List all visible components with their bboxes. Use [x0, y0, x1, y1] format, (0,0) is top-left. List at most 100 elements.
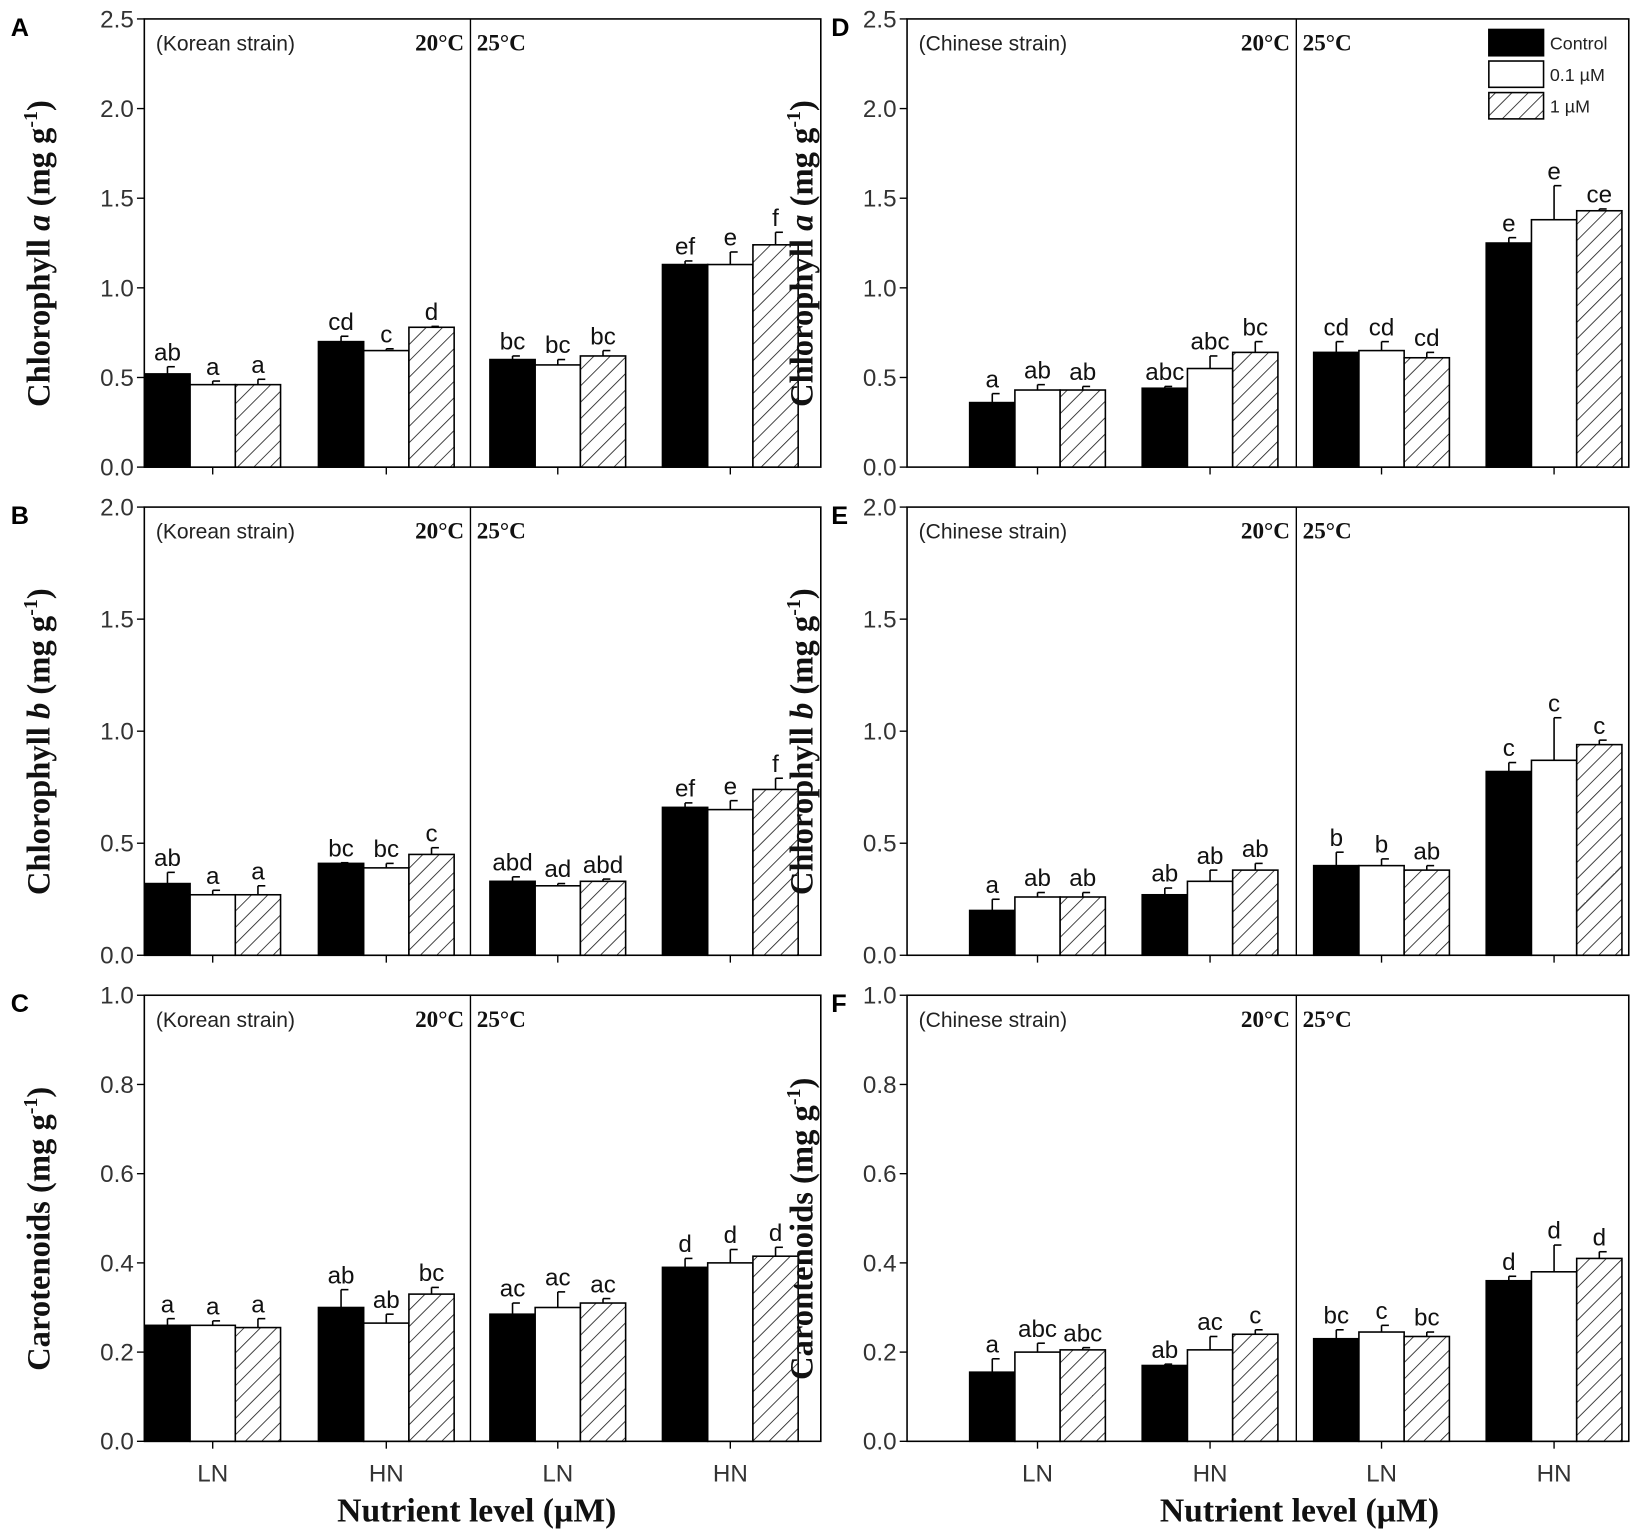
y-axis-title: Chlorophyll b (mg g-1)	[783, 588, 821, 895]
strain-label: (Korean strain)	[156, 1009, 295, 1032]
bar-1um	[579, 1302, 627, 1443]
significance-letter: c	[1548, 690, 1560, 717]
bar-0-1um	[1014, 1351, 1061, 1443]
bar-0-1um	[706, 1262, 754, 1443]
y-tick-label: 2.5	[100, 6, 134, 33]
bar-1um	[234, 893, 282, 957]
temp-label-20: 20°C	[1241, 30, 1290, 56]
bar-control	[661, 263, 709, 468]
panel-f: F 0.0 0.2 0.4 0.6 0.8 1.0 Carontenoids (mg g-1)…	[783, 983, 1630, 1487]
bar-0-1um	[534, 1306, 582, 1443]
y-tick-label: 2.5	[863, 6, 897, 33]
bar-1um	[408, 326, 455, 468]
significance-letter: abc	[1145, 359, 1184, 386]
significance-letter: e	[1547, 158, 1560, 185]
significance-letter: e	[724, 773, 737, 800]
bar-1um	[1231, 1333, 1279, 1443]
y-title-sup: -1	[20, 111, 42, 128]
x-tick-label: LN	[1022, 1460, 1053, 1487]
y-axis-title: Chlorophyll a (mg g-1)	[783, 100, 821, 407]
temp-label-20: 20°C	[415, 519, 464, 545]
significance-letter: cd	[1324, 314, 1350, 341]
significance-letter: ac	[545, 1265, 571, 1292]
significance-letter: d	[1502, 1249, 1515, 1276]
y-title-italic: b	[784, 695, 820, 719]
significance-letter: cd	[1414, 325, 1440, 352]
x-tick-label: LN	[542, 1460, 573, 1487]
bar-0-1um	[189, 893, 237, 957]
significance-letter: ef	[675, 234, 695, 261]
y-tick-label: 0.5	[863, 365, 897, 392]
temp-label-25: 25°C	[1303, 1007, 1352, 1033]
bar-control	[968, 401, 1016, 468]
bar-1um	[1059, 1349, 1107, 1443]
y-tick-label: 0.5	[100, 365, 134, 392]
significance-letter: bc	[419, 1260, 445, 1287]
bar-0-1um	[534, 364, 582, 468]
y-title-italic: b	[22, 695, 58, 719]
panel-e: E 0.0 0.5 1.0 1.5 2.0 Chlorophyll b (mg g-1) (C…	[783, 495, 1630, 970]
bar-0-1um	[1014, 896, 1061, 957]
y-tick-label: 2.0	[863, 96, 897, 123]
y-title-main: Chlorophyll	[784, 231, 820, 407]
x-tick-label: LN	[197, 1460, 228, 1487]
y-title-unit: (mg g	[784, 1105, 820, 1184]
strain-label: (Chinese strain)	[919, 521, 1067, 544]
bar-1um	[1403, 356, 1451, 468]
bar-control	[489, 358, 536, 468]
significance-letter: ef	[675, 776, 695, 803]
x-tick-label: LN	[1366, 1460, 1397, 1487]
bar-control	[144, 1324, 191, 1443]
bar-control	[1312, 1337, 1360, 1443]
y-tick-label: 1.0	[863, 275, 897, 302]
significance-letter: c	[1249, 1302, 1261, 1329]
significance-letter: abc	[1191, 329, 1230, 356]
y-tick-label: 0.8	[863, 1072, 897, 1099]
y-tick-label: 0.0	[100, 1429, 134, 1456]
legend-swatch	[1488, 91, 1545, 120]
panel-label: E	[831, 502, 848, 530]
bar-0-1um	[534, 885, 582, 957]
plot-frame	[143, 994, 822, 1443]
y-title-unit: (mg g	[784, 616, 820, 695]
bar-0-1um	[1358, 1331, 1405, 1443]
significance-letter: ab	[154, 339, 181, 366]
y-axis-title: Carontenoids (mg g-1)	[783, 1078, 821, 1380]
temp-label-20: 20°C	[415, 1007, 464, 1033]
bar-0-1um	[362, 867, 410, 957]
bar-control	[1141, 1364, 1189, 1443]
x-tick-label: HN	[713, 1460, 748, 1487]
significance-letter: ac	[590, 1271, 616, 1298]
temp-label-20: 20°C	[415, 30, 464, 56]
y-axis-title: Carotenoids (mg g-1)	[20, 1087, 58, 1371]
significance-letter: d	[769, 1220, 782, 1247]
x-tick-label: HN	[1537, 1460, 1572, 1487]
bar-1um	[408, 853, 455, 957]
bar-1um	[579, 355, 627, 468]
y-tick-label: 0.0	[100, 455, 134, 482]
strain-label: (Korean strain)	[156, 521, 295, 544]
legend-swatch	[1488, 28, 1545, 57]
significance-letter: a	[206, 1294, 220, 1321]
y-title-sup: -1	[20, 1098, 42, 1115]
y-tick-label: 0.2	[863, 1340, 897, 1367]
bar-control	[968, 909, 1016, 957]
bar-0-1um	[1358, 349, 1405, 468]
bar-control	[1485, 1279, 1533, 1443]
bar-1um	[579, 880, 627, 957]
bar-0-1um	[189, 383, 237, 468]
bar-control	[144, 882, 191, 957]
y-tick-label: 0.0	[863, 455, 897, 482]
bar-0-1um	[1530, 1271, 1578, 1443]
significance-letter: bc	[1243, 314, 1269, 341]
bar-0-1um	[362, 1322, 410, 1443]
significance-letter: b	[1375, 832, 1388, 859]
x-axis-title-left: Nutrient level (µM)	[337, 1492, 616, 1529]
significance-letter: b	[1330, 825, 1343, 852]
significance-letter: bc	[1414, 1305, 1440, 1332]
y-title-close: )	[784, 588, 820, 599]
legend-label: Control	[1550, 33, 1608, 53]
y-title-sup: -1	[20, 599, 42, 616]
